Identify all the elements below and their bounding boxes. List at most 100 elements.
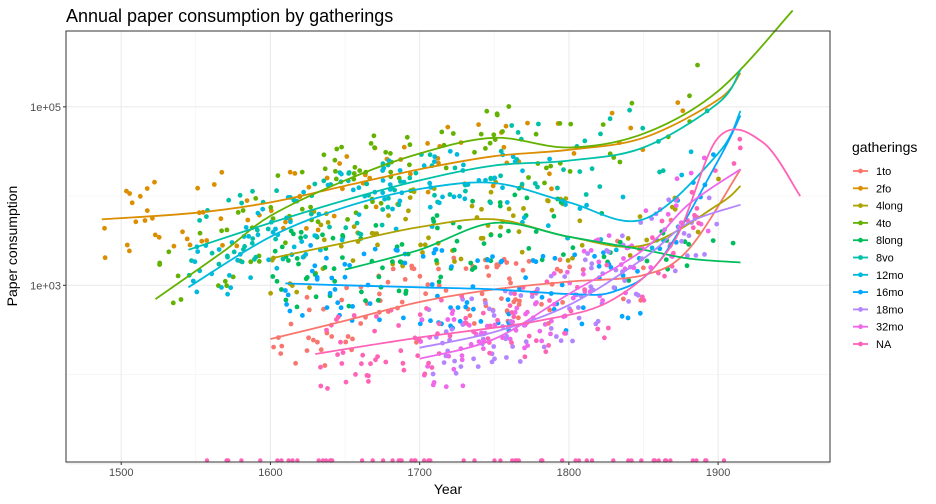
data-point <box>487 140 493 146</box>
data-point <box>413 170 419 176</box>
data-point <box>497 200 503 205</box>
data-point <box>226 197 232 203</box>
data-point <box>283 240 288 246</box>
data-point <box>237 192 243 198</box>
data-point <box>488 176 494 182</box>
data-point <box>426 235 431 241</box>
trend-line <box>101 72 742 221</box>
data-point <box>583 192 589 197</box>
data-point <box>380 168 385 174</box>
data-point <box>411 266 417 272</box>
data-point <box>524 309 530 315</box>
data-point <box>373 357 378 363</box>
data-point <box>220 242 225 248</box>
legend-label: 8long <box>876 235 903 247</box>
data-point <box>462 196 468 202</box>
data-point <box>497 203 503 209</box>
trend-lines <box>101 9 801 360</box>
data-point <box>529 294 535 299</box>
data-point <box>425 189 431 195</box>
data-point <box>443 165 449 171</box>
data-point <box>533 229 539 235</box>
data-point <box>505 297 511 303</box>
data-point <box>571 151 577 156</box>
data-point <box>469 203 475 209</box>
data-point <box>380 207 386 212</box>
data-point <box>492 322 498 328</box>
trend-line <box>344 221 741 271</box>
data-points <box>102 62 743 463</box>
data-point <box>692 212 697 218</box>
data-point <box>420 254 426 259</box>
plot-border <box>65 30 831 463</box>
data-point <box>129 200 135 206</box>
data-point <box>443 288 449 293</box>
data-point <box>588 248 594 253</box>
data-point <box>320 232 325 238</box>
data-point <box>510 344 515 349</box>
data-point <box>325 386 330 391</box>
data-point <box>278 351 284 356</box>
trend-line <box>419 203 741 349</box>
data-point <box>350 336 355 342</box>
legend-key-point <box>858 307 863 312</box>
data-point <box>673 203 679 209</box>
data-point <box>294 289 300 295</box>
data-point <box>641 297 647 303</box>
data-point <box>350 187 356 193</box>
trend-line <box>419 168 742 360</box>
data-point <box>274 278 280 284</box>
data-point <box>454 238 460 244</box>
data-point <box>488 189 494 195</box>
data-point <box>562 330 567 336</box>
data-point <box>504 355 509 360</box>
data-point <box>436 160 441 166</box>
data-point <box>199 238 205 244</box>
data-point <box>246 233 252 239</box>
data-point <box>396 202 402 208</box>
data-point <box>245 217 251 223</box>
data-point <box>288 321 294 327</box>
data-point <box>342 261 348 267</box>
data-point <box>565 269 570 275</box>
data-point <box>227 273 232 278</box>
data-point <box>588 284 594 290</box>
data-point <box>400 360 406 366</box>
data-point <box>480 235 486 241</box>
x-tick-label: 1700 <box>407 467 431 479</box>
data-point <box>314 276 320 282</box>
data-point <box>551 271 557 276</box>
data-point <box>366 379 371 384</box>
data-point <box>737 136 743 142</box>
data-point <box>710 238 716 244</box>
data-point <box>534 300 539 305</box>
data-point <box>453 370 459 376</box>
data-point <box>351 313 357 318</box>
data-point <box>500 185 505 191</box>
data-point <box>483 177 488 183</box>
data-point <box>419 317 425 323</box>
data-point <box>643 208 649 214</box>
data-point <box>422 242 428 248</box>
data-point <box>339 297 345 303</box>
data-point <box>300 313 305 318</box>
data-point <box>495 317 500 323</box>
data-point <box>463 188 468 194</box>
data-point <box>144 186 150 191</box>
data-point <box>209 250 215 256</box>
data-point <box>543 349 549 355</box>
data-point <box>318 347 324 353</box>
y-tick-label: 1e+05 <box>30 102 61 114</box>
x-axis-ticks: 1500 1600 1700 1800 1900 <box>109 462 730 479</box>
data-point <box>451 317 457 322</box>
data-point <box>235 257 241 263</box>
data-point <box>585 251 591 256</box>
data-point <box>268 290 273 296</box>
data-point <box>308 243 313 248</box>
data-point <box>291 231 296 237</box>
data-point <box>432 154 438 160</box>
data-point <box>388 151 393 156</box>
data-point <box>536 121 541 127</box>
data-point <box>497 233 503 239</box>
data-point <box>231 249 237 255</box>
